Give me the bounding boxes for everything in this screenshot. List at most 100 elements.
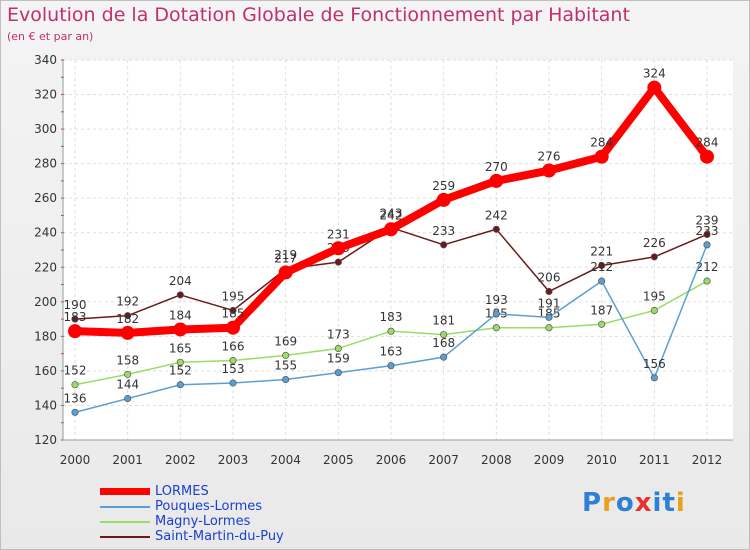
data-label-saint-martin-du-puy-2009: 206 — [538, 270, 561, 284]
data-label-magny-lormes-2005: 173 — [327, 327, 350, 341]
y-tick-label-320: 320 — [34, 88, 57, 102]
data-point-magny-lormes-2007 — [440, 331, 448, 339]
data-label-pouques-lormes-2011: 156 — [643, 357, 666, 371]
legend: LORMES Pouques-Lormes Magny-Lormes Saint… — [100, 484, 360, 544]
data-point-lormes-2007 — [436, 192, 451, 207]
y-tick-label-260: 260 — [34, 191, 57, 205]
data-point-lormes-2000 — [68, 324, 82, 339]
data-label-lormes-2002: 184 — [169, 308, 192, 322]
x-tick-label-2006: 2006 — [376, 453, 407, 467]
data-label-lormes-2011: 324 — [643, 67, 666, 81]
data-point-magny-lormes-2001 — [124, 370, 132, 378]
data-point-lormes-2006 — [384, 222, 398, 237]
data-point-pouques-lormes-2005 — [334, 369, 342, 377]
x-tick-label-2004: 2004 — [270, 453, 301, 467]
data-label-pouques-lormes-2001: 144 — [116, 378, 139, 392]
data-point-pouques-lormes-2012 — [703, 241, 711, 249]
data-label-saint-martin-du-puy-2010: 221 — [590, 245, 613, 259]
data-label-magny-lormes-2001: 158 — [116, 353, 139, 367]
data-label-lormes-2007: 259 — [432, 179, 455, 193]
data-point-saint-martin-du-puy-2009 — [545, 287, 553, 296]
data-label-magny-lormes-2002: 165 — [169, 341, 192, 355]
data-label-pouques-lormes-2004: 155 — [274, 359, 297, 373]
x-tick-label-2010: 2010 — [586, 453, 617, 467]
legend-label-magny-lormes: Magny-Lormes — [155, 514, 251, 529]
data-label-lormes-2009: 276 — [538, 150, 561, 164]
data-label-magny-lormes-2010: 187 — [590, 303, 613, 317]
y-tick-label-340: 340 — [34, 53, 57, 67]
legend-item-saint-martin-du-puy: Saint-Martin-du-Puy — [100, 529, 360, 544]
data-point-magny-lormes-2000 — [71, 381, 79, 389]
data-label-saint-martin-du-puy-2003: 195 — [222, 289, 245, 303]
data-point-magny-lormes-2008 — [492, 324, 500, 332]
legend-label-saint-martin-du-puy: Saint-Martin-du-Puy — [155, 529, 284, 544]
x-tick-label-2005: 2005 — [323, 453, 354, 467]
data-label-lormes-2006: 242 — [380, 208, 403, 222]
data-point-magny-lormes-2010 — [598, 320, 606, 328]
data-point-lormes-2011 — [647, 80, 662, 95]
data-label-pouques-lormes-2006: 163 — [380, 345, 403, 359]
data-label-lormes-2004: 217 — [274, 251, 297, 265]
data-label-lormes-2001: 182 — [116, 312, 139, 326]
chart-title: Evolution de la Dotation Globale de Fonc… — [7, 4, 630, 26]
data-label-pouques-lormes-2010: 212 — [590, 260, 613, 274]
data-point-lormes-2010 — [594, 149, 609, 164]
y-tick-label-280: 280 — [34, 157, 57, 171]
y-tick-label-120: 120 — [34, 433, 57, 447]
x-tick-label-2002: 2002 — [165, 453, 196, 467]
data-point-pouques-lormes-2010 — [598, 277, 606, 285]
data-label-lormes-2005: 231 — [327, 227, 350, 241]
data-point-saint-martin-du-puy-2011 — [650, 253, 658, 261]
data-label-saint-martin-du-puy-2001: 192 — [116, 295, 139, 309]
data-point-saint-martin-du-puy-2001 — [124, 312, 132, 320]
data-label-magny-lormes-2003: 166 — [222, 340, 245, 354]
chart-subtitle: (en € et par an) — [7, 30, 94, 43]
data-label-pouques-lormes-2007: 168 — [432, 336, 455, 350]
data-label-pouques-lormes-2009: 191 — [538, 296, 561, 310]
data-point-pouques-lormes-2006 — [387, 362, 395, 370]
data-label-magny-lormes-2011: 195 — [643, 289, 666, 303]
data-point-saint-martin-du-puy-2010 — [598, 261, 606, 270]
x-tick-label-2009: 2009 — [534, 453, 565, 467]
data-point-magny-lormes-2004 — [282, 351, 290, 359]
data-label-magny-lormes-2007: 181 — [432, 314, 455, 328]
data-point-lormes-2003 — [226, 320, 240, 335]
data-point-magny-lormes-2012 — [703, 277, 711, 285]
data-label-pouques-lormes-2000: 136 — [64, 391, 87, 405]
y-tick-label-160: 160 — [34, 364, 57, 378]
x-tick-label-2007: 2007 — [428, 453, 459, 467]
data-point-lormes-2009 — [542, 163, 556, 178]
data-label-saint-martin-du-puy-2004: 219 — [274, 248, 297, 262]
data-label-saint-martin-du-puy-2000: 190 — [64, 298, 87, 312]
legend-item-magny-lormes: Magny-Lormes — [100, 514, 360, 529]
y-tick-label-180: 180 — [34, 329, 57, 343]
x-tick-label-2003: 2003 — [218, 453, 249, 467]
data-label-lormes-2012: 284 — [696, 136, 719, 150]
data-point-pouques-lormes-2009 — [545, 313, 553, 321]
legend-label-pouques-lormes: Pouques-Lormes — [155, 499, 263, 514]
data-point-pouques-lormes-2004 — [282, 375, 290, 384]
data-label-pouques-lormes-2002: 152 — [169, 364, 192, 378]
data-label-saint-martin-du-puy-2012: 239 — [696, 213, 719, 227]
data-point-lormes-2012 — [700, 149, 714, 164]
legend-item-pouques-lormes: Pouques-Lormes — [100, 499, 360, 514]
data-point-lormes-2005 — [331, 241, 346, 256]
legend-label-lormes: LORMES — [155, 484, 209, 499]
data-point-saint-martin-du-puy-2012 — [703, 230, 711, 239]
data-label-lormes-2000: 183 — [64, 310, 87, 324]
legend-swatch-saint-martin-du-puy — [100, 536, 150, 538]
data-label-magny-lormes-2012: 212 — [696, 260, 719, 274]
data-point-pouques-lormes-2011 — [650, 374, 658, 382]
x-tick-label-2001: 2001 — [112, 453, 143, 467]
y-tick-label-220: 220 — [34, 260, 57, 274]
data-point-pouques-lormes-2007 — [440, 353, 448, 361]
legend-item-lormes: LORMES — [100, 484, 360, 499]
data-point-lormes-2001 — [120, 325, 135, 340]
data-point-saint-martin-du-puy-2005 — [334, 258, 342, 266]
x-tick-label-2008: 2008 — [481, 453, 512, 467]
data-label-saint-martin-du-puy-2007: 233 — [432, 224, 455, 238]
data-label-saint-martin-du-puy-2006: 243 — [380, 207, 403, 221]
y-tick-label-300: 300 — [34, 122, 57, 136]
data-label-lormes-2008: 270 — [485, 160, 508, 174]
